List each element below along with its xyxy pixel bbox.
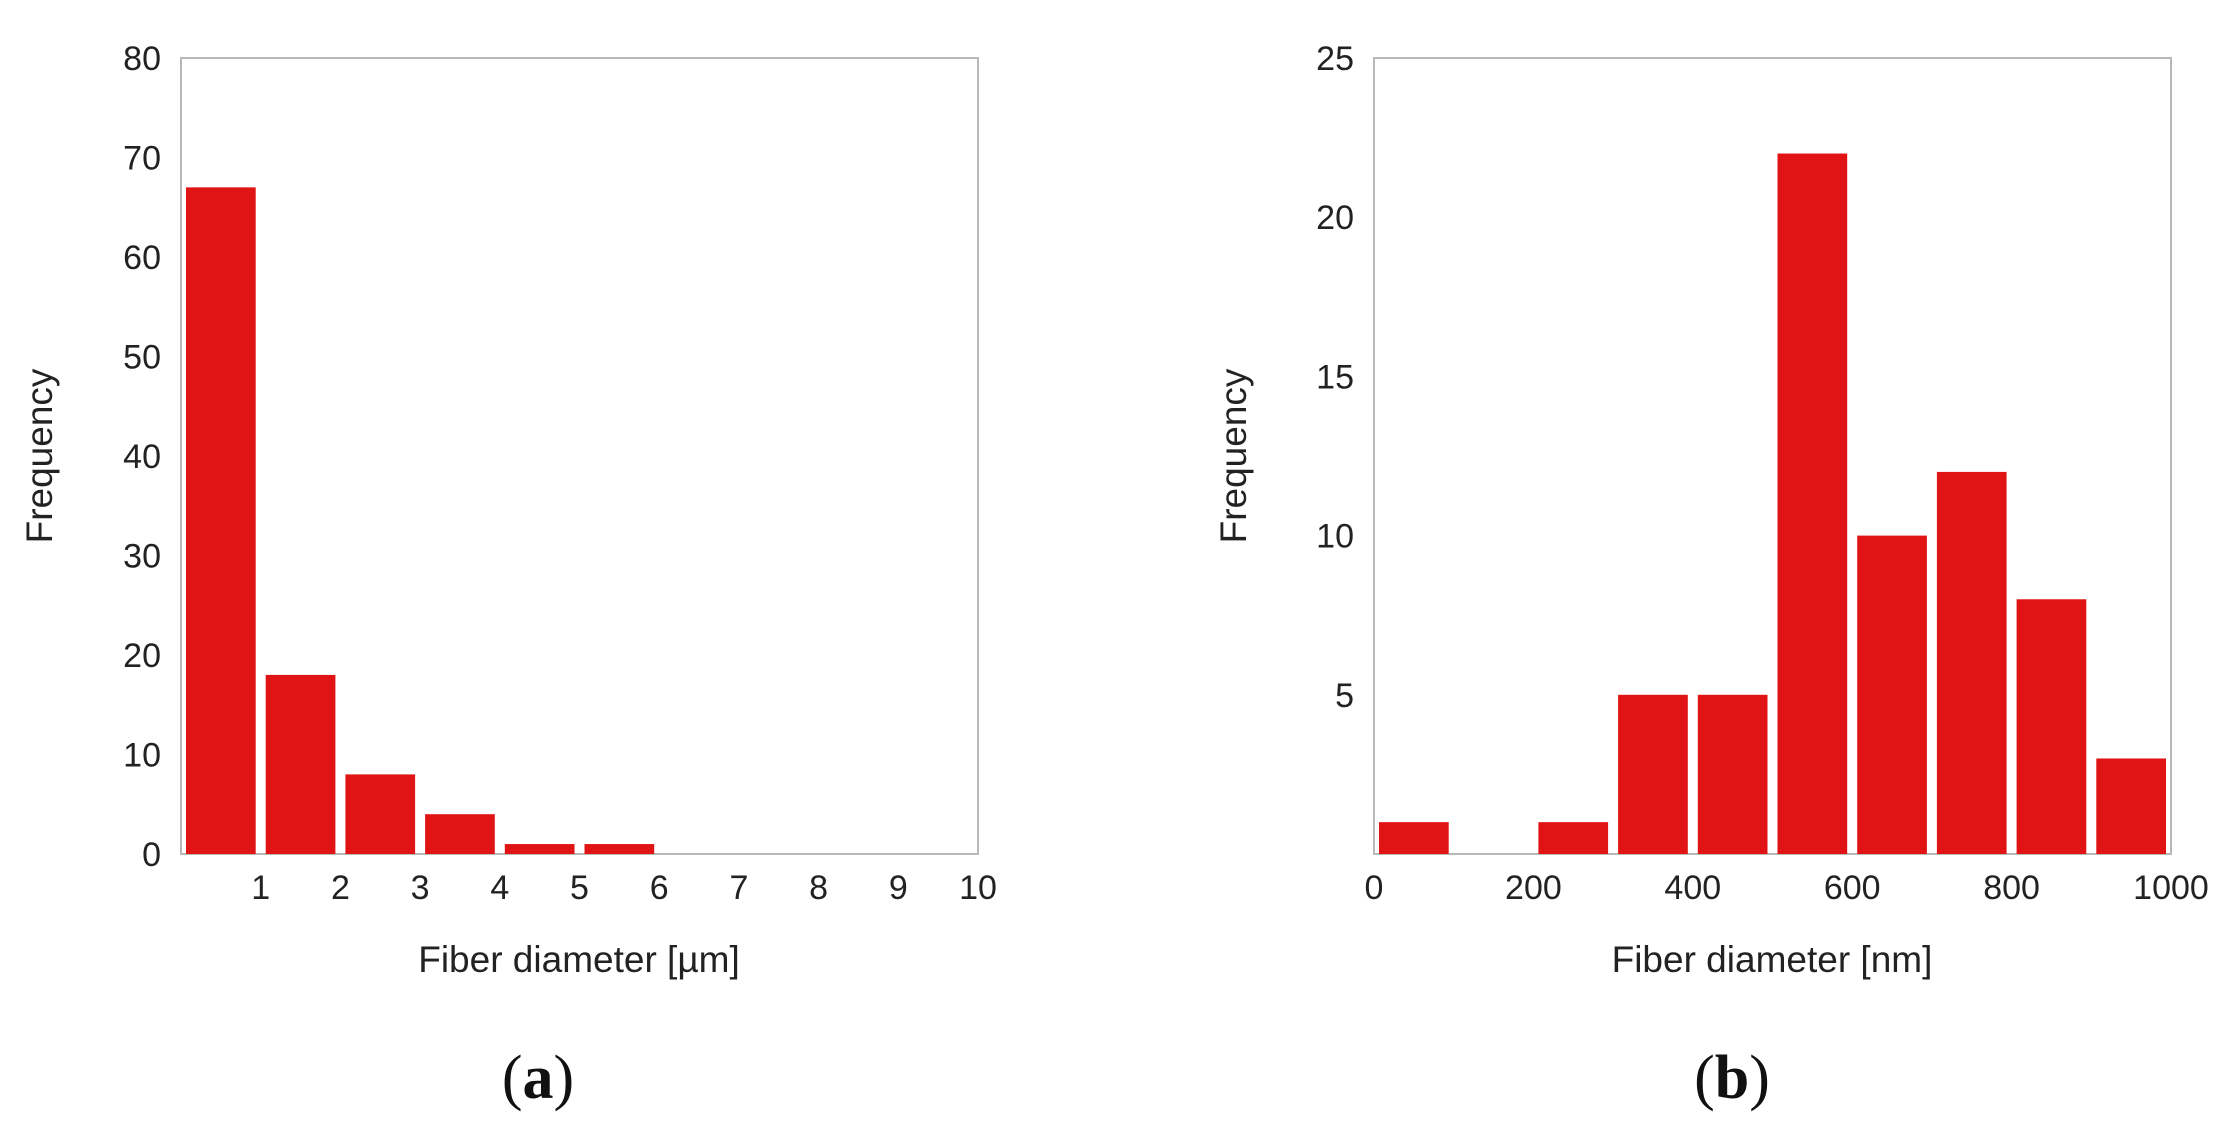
chart-panel-b: 5 10 15 20 25 0 200 400 600 800 1000 Frequency Fi… bbox=[1213, 40, 2209, 1112]
bar-b-3 bbox=[1618, 694, 1688, 854]
x-tick-label-b-0: 0 bbox=[1365, 869, 1384, 907]
y-tick-label-a-8: 80 bbox=[123, 40, 161, 78]
x-tick-label-b-1: 200 bbox=[1505, 869, 1562, 907]
bar-a-3 bbox=[425, 814, 495, 854]
panel-label-a: (a) bbox=[502, 1044, 574, 1112]
bar-b-7 bbox=[1936, 471, 2007, 854]
bars-a bbox=[186, 187, 655, 855]
panel-label-b: (b) bbox=[1694, 1044, 1770, 1112]
y-tick-label-b-0: 5 bbox=[1335, 677, 1354, 715]
x-tick-label-a-7: 8 bbox=[809, 869, 828, 907]
x-tick-label-b-2: 400 bbox=[1664, 869, 1721, 907]
panel-label-a-letter: a bbox=[523, 1044, 554, 1112]
y-axis-label-b: Frequency bbox=[1213, 368, 1254, 543]
x-tick-label-a-2: 3 bbox=[411, 869, 430, 907]
y-tick-label-b-1: 10 bbox=[1316, 518, 1354, 556]
plot-frame-a bbox=[180, 57, 979, 855]
x-tick-label-a-0: 1 bbox=[251, 869, 270, 907]
panel-label-b-open: ( bbox=[1694, 1044, 1715, 1112]
panel-label-b-letter: b bbox=[1715, 1044, 1749, 1112]
x-ticks-a: 1 2 3 4 5 6 7 8 9 10 bbox=[251, 869, 997, 907]
panel-label-b-close: ) bbox=[1749, 1044, 1770, 1112]
x-axis-label-a: Fiber diameter [µm] bbox=[418, 939, 740, 980]
bar-b-2 bbox=[1538, 822, 1609, 854]
y-tick-label-a-4: 40 bbox=[123, 438, 161, 476]
x-tick-label-a-6: 7 bbox=[729, 869, 748, 907]
x-tick-label-b-5: 1000 bbox=[2133, 869, 2209, 907]
x-tick-label-a-4: 5 bbox=[570, 869, 589, 907]
y-axis-label-a: Frequency bbox=[19, 368, 60, 543]
bar-a-2 bbox=[345, 774, 416, 854]
y-tick-label-b-3: 20 bbox=[1316, 199, 1354, 237]
y-tick-label-a-7: 70 bbox=[123, 140, 161, 178]
bar-b-8 bbox=[2016, 599, 2087, 854]
bar-a-0 bbox=[186, 187, 256, 855]
y-tick-label-a-0: 0 bbox=[142, 836, 161, 874]
plot-frame-b bbox=[1373, 57, 2172, 855]
y-tick-label-a-6: 60 bbox=[123, 239, 161, 277]
bar-b-9 bbox=[2096, 758, 2166, 854]
y-tick-label-a-1: 10 bbox=[123, 737, 161, 775]
x-tick-label-a-9: 10 bbox=[959, 869, 997, 907]
panel-label-a-open: ( bbox=[502, 1044, 523, 1112]
bar-a-5 bbox=[584, 844, 655, 854]
bar-b-6 bbox=[1857, 535, 1927, 854]
bar-a-1 bbox=[265, 674, 336, 854]
y-ticks-b: 5 10 15 20 25 bbox=[1316, 40, 1354, 715]
bars-b bbox=[1379, 153, 2166, 854]
y-tick-label-a-2: 20 bbox=[123, 637, 161, 675]
bar-a-4 bbox=[504, 844, 575, 854]
x-tick-label-a-8: 9 bbox=[889, 869, 908, 907]
y-tick-label-b-4: 25 bbox=[1316, 40, 1354, 78]
x-tick-label-a-3: 4 bbox=[490, 869, 509, 907]
x-tick-label-a-5: 6 bbox=[650, 869, 669, 907]
y-tick-label-b-2: 15 bbox=[1316, 358, 1354, 396]
y-ticks-a: 0 10 20 30 40 50 60 70 80 bbox=[123, 40, 161, 874]
panel-label-a-close: ) bbox=[554, 1044, 575, 1112]
bar-b-5 bbox=[1777, 153, 1848, 854]
bar-b-0 bbox=[1379, 822, 1449, 854]
x-tick-label-a-1: 2 bbox=[331, 869, 350, 907]
x-tick-label-b-3: 600 bbox=[1824, 869, 1881, 907]
x-ticks-b: 0 200 400 600 800 1000 bbox=[1365, 869, 2209, 907]
x-axis-label-b: Fiber diameter [nm] bbox=[1612, 939, 1933, 980]
x-tick-label-b-4: 800 bbox=[1983, 869, 2040, 907]
y-tick-label-a-3: 30 bbox=[123, 538, 161, 576]
y-tick-label-a-5: 50 bbox=[123, 339, 161, 377]
bar-b-4 bbox=[1697, 694, 1768, 854]
